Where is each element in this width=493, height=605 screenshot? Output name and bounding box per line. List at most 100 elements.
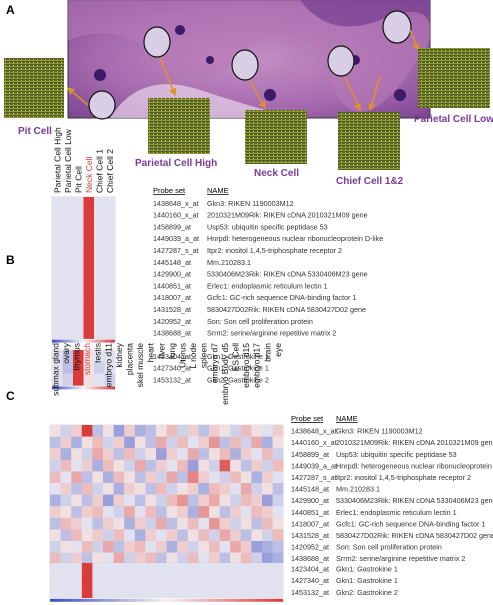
- heatmap-cell: [62, 232, 74, 245]
- probe-name: Gkn1: Gastrokine 1: [336, 565, 398, 574]
- probe-id: 1449039_a_at: [291, 461, 337, 470]
- heatmap-cell: [73, 208, 84, 221]
- heatmap-cell: [187, 586, 199, 598]
- probe-id: 1453132_at: [291, 588, 329, 597]
- probe-id: 1445148_at: [153, 258, 191, 267]
- heatmap-cell: [198, 563, 210, 575]
- heatmap-cell: [219, 483, 231, 495]
- name-header: NAME: [336, 414, 358, 423]
- probe-id: 1427287_s_at: [153, 246, 199, 255]
- heatmap-cell: [187, 541, 199, 553]
- column-label: Neck Cell: [84, 157, 94, 193]
- heatmap-cell: [50, 529, 61, 542]
- column-label: L node: [188, 343, 198, 369]
- heatmap-cell: [113, 517, 125, 530]
- heatmap-cell: [71, 552, 82, 565]
- heatmap-cell: [272, 563, 284, 575]
- heatmap-cell: [134, 586, 146, 598]
- heatmap-cell: [92, 494, 104, 507]
- probe-name: Gkn2: Gastrokine 2: [207, 375, 269, 384]
- heatmap-cell: [156, 483, 167, 495]
- heatmap-cell: [177, 586, 188, 598]
- column-label: stomach: [82, 343, 92, 375]
- heatmap-cell: [83, 244, 95, 257]
- probe-name: Gkn2: Gastrokine 2: [336, 588, 398, 597]
- cell-label: Parietal Cell Low: [414, 114, 493, 125]
- heatmap-cell: [81, 494, 93, 507]
- heatmap-cell: [209, 574, 220, 587]
- heatmap-cell: [240, 552, 252, 565]
- heatmap-cell: [113, 563, 125, 575]
- heatmap-cell: [104, 232, 116, 245]
- probe-name: 2010321M09Rik: RIKEN cDNA 2010321M09 gen…: [207, 211, 368, 220]
- heatmap-cell: [134, 552, 146, 565]
- heatmap-cell: [272, 506, 284, 518]
- heatmap-cell: [60, 563, 72, 575]
- probe-name: Son: Son cell proliferation protein: [207, 317, 313, 326]
- heatmap-cell: [166, 425, 178, 437]
- heatmap-cell: [240, 494, 252, 507]
- heatmap-cell: [198, 448, 210, 460]
- heatmap-cell: [272, 436, 284, 449]
- heatmap-cell: [240, 506, 252, 518]
- heatmap-cell: [92, 425, 104, 437]
- heatmap-cell: [83, 208, 95, 221]
- heatmap-cell: [83, 220, 95, 233]
- heatmap-cell: [198, 494, 210, 507]
- probe-id: 1431528_at: [153, 305, 191, 314]
- heatmap-cell: [145, 563, 157, 575]
- heatmap-cell: [52, 267, 63, 280]
- heatmap-cell: [272, 552, 284, 565]
- heatmap-cell: [104, 197, 116, 209]
- heatmap-cell: [230, 552, 241, 565]
- heatmap-cell: [219, 436, 231, 449]
- heatmap-cell: [198, 517, 210, 530]
- heatmap-cell: [166, 483, 178, 495]
- probe-id: 1438648_x_at: [153, 199, 199, 208]
- heatmap-cell: [113, 529, 125, 542]
- heatmap-cell: [198, 436, 210, 449]
- heatmap-cell: [94, 232, 105, 245]
- heatmap-cell: [83, 291, 95, 304]
- heatmap-cell: [198, 506, 210, 518]
- heatmap-cell: [103, 459, 114, 472]
- cell-label: Pit Cell: [18, 126, 52, 137]
- heatmap-cell: [103, 563, 114, 575]
- heatmap-cell: [71, 425, 82, 437]
- heatmap-cell: [251, 494, 263, 507]
- heatmap-cell: [124, 541, 135, 553]
- heatmap-cell: [240, 574, 252, 587]
- heatmap-cell: [156, 563, 167, 575]
- probe-id: 1440851_at: [291, 508, 329, 517]
- heatmap-cell: [156, 448, 167, 460]
- heatmap-cell: [60, 529, 72, 542]
- heatmap-cell: [62, 291, 74, 304]
- heatmap-cell: [62, 267, 74, 280]
- heatmap-cell: [272, 574, 284, 587]
- heatmap-cell: [52, 244, 63, 257]
- heatmap-cell: [104, 373, 116, 386]
- heatmap-cell: [219, 459, 231, 472]
- probe-id: 1440160_x_at: [291, 438, 337, 447]
- heatmap-cell: [62, 303, 74, 316]
- column-label: Chief Cell 2: [105, 149, 115, 193]
- heatmap-cell: [92, 517, 104, 530]
- heatmap-cell: [156, 517, 167, 530]
- heatmap-cell: [71, 541, 82, 553]
- heatmap-cell: [251, 574, 263, 587]
- heatmap-cell: [145, 448, 157, 460]
- column-label: spleen: [199, 343, 209, 368]
- heatmap-cell: [262, 494, 273, 507]
- probe-id: 1458899_at: [153, 222, 191, 231]
- heatmap-cell: [81, 563, 93, 575]
- heatmap-cell: [73, 279, 84, 292]
- heatmap-cell: [198, 425, 210, 437]
- heatmap-cell: [262, 586, 273, 598]
- heatmap-cell: [103, 436, 114, 449]
- heatmap-cell: [251, 483, 263, 495]
- heatmap-cell: [124, 506, 135, 518]
- heatmap-cell: [166, 517, 178, 530]
- heatmap-cell: [103, 586, 114, 598]
- heatmap-cell: [103, 471, 114, 484]
- heatmap-cell: [272, 448, 284, 460]
